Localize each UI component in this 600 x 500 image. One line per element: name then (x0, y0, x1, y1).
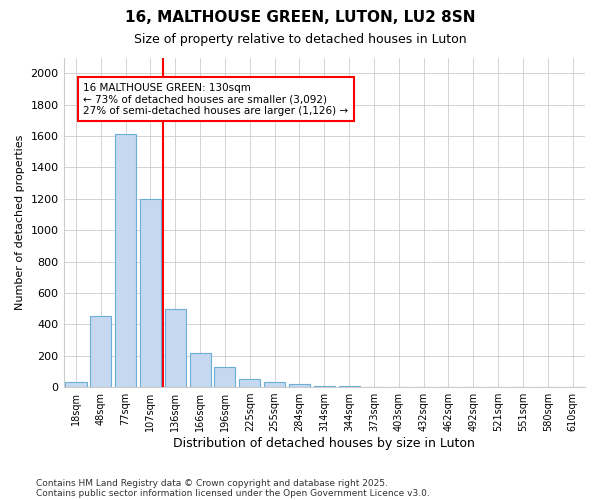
X-axis label: Distribution of detached houses by size in Luton: Distribution of detached houses by size … (173, 437, 475, 450)
Bar (190, 352, 211, 387)
Bar (338, 386, 359, 387)
Bar (115, 134, 136, 387)
Bar (214, 366, 235, 387)
Bar (90, 316, 112, 387)
Bar (239, 379, 260, 387)
Text: 16 MALTHOUSE GREEN: 130sqm
← 73% of detached houses are smaller (3,092)
27% of s: 16 MALTHOUSE GREEN: 130sqm ← 73% of deta… (83, 82, 349, 116)
Y-axis label: Number of detached properties: Number of detached properties (15, 134, 25, 310)
Bar (65, 382, 86, 387)
Text: Size of property relative to detached houses in Luton: Size of property relative to detached ho… (134, 32, 466, 46)
Text: Contains public sector information licensed under the Open Government Licence v3: Contains public sector information licen… (36, 488, 430, 498)
Text: 16, MALTHOUSE GREEN, LUTON, LU2 8SN: 16, MALTHOUSE GREEN, LUTON, LU2 8SN (125, 10, 475, 25)
Bar (314, 386, 335, 387)
Bar (264, 382, 285, 387)
Bar (140, 198, 161, 387)
Bar (289, 384, 310, 387)
Text: Contains HM Land Registry data © Crown copyright and database right 2025.: Contains HM Land Registry data © Crown c… (36, 478, 388, 488)
Bar (165, 308, 186, 387)
